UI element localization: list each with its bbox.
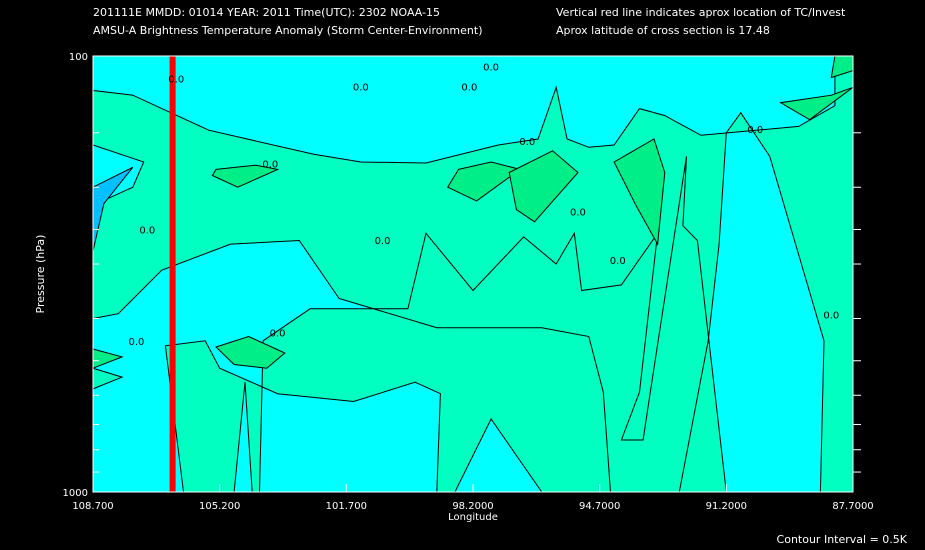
contour-region-0 bbox=[92, 55, 854, 493]
contour-label: 0.0 bbox=[570, 207, 586, 218]
header-line1-left: 201111E MMDD: 01014 YEAR: 2011 Time(UTC)… bbox=[93, 6, 441, 19]
contour-label: 0.0 bbox=[610, 256, 626, 267]
contour-label: 0.0 bbox=[461, 83, 477, 94]
x-tick-label: 108.700 bbox=[72, 501, 113, 512]
header-line2-right: Aprox latitude of cross section is 17.48 bbox=[556, 24, 770, 37]
contour-label: 0.0 bbox=[262, 159, 278, 170]
x-tick-label: 98.2000 bbox=[452, 501, 493, 512]
storm-location-line bbox=[169, 56, 176, 492]
header-line2-left: AMSU-A Brightness Temperature Anomaly (S… bbox=[93, 24, 483, 37]
contour-label: 0.0 bbox=[270, 329, 286, 340]
contour-interval-label: Contour Interval = 0.5K bbox=[776, 533, 907, 546]
axes: 108.700 105.200 101.700 98.2000 94.7000 91.20… bbox=[34, 52, 874, 523]
x-tick-label: 87.7000 bbox=[832, 501, 873, 512]
contour-label: 0.0 bbox=[823, 310, 839, 321]
storm-marker-layer bbox=[169, 56, 176, 492]
contour-region-3 bbox=[508, 150, 579, 223]
x-tick-label: 101.700 bbox=[326, 501, 367, 512]
contour-region-2 bbox=[446, 161, 522, 202]
contour-regions bbox=[92, 55, 854, 493]
contour-label-layer: 0.0 0.0 0.0 0.0 0.0 0.0 0.0 0.0 0.0 0.0 0.0 0.0 0.0 0… bbox=[128, 63, 839, 348]
contour-label: 0.0 bbox=[483, 63, 499, 74]
x-tick-label: 105.200 bbox=[199, 501, 240, 512]
y-tick-label-top: 100 bbox=[69, 52, 88, 63]
header-line1-right: Vertical red line indicates aprox locati… bbox=[556, 6, 846, 19]
contour-region-1 bbox=[211, 164, 280, 188]
x-axis-title: Longitude bbox=[448, 512, 498, 523]
contour-label: 0.0 bbox=[128, 337, 144, 348]
contour-region-4 bbox=[613, 138, 666, 246]
contour-label: 0.0 bbox=[168, 74, 184, 85]
contour-label: 0.0 bbox=[139, 225, 155, 236]
contour-label: 0.0 bbox=[747, 125, 763, 136]
contour-region-5 bbox=[779, 86, 854, 121]
x-tick-label: 91.2000 bbox=[706, 501, 747, 512]
contour-label: 0.0 bbox=[519, 137, 535, 148]
x-tick-label: 94.7000 bbox=[579, 501, 620, 512]
y-axis-title: Pressure (hPa) bbox=[34, 235, 47, 314]
contour-label: 0.0 bbox=[353, 83, 369, 94]
contour-label: 0.0 bbox=[375, 236, 391, 247]
contour-region-7 bbox=[215, 335, 286, 369]
y-tick-label-bottom: 1000 bbox=[63, 488, 88, 499]
